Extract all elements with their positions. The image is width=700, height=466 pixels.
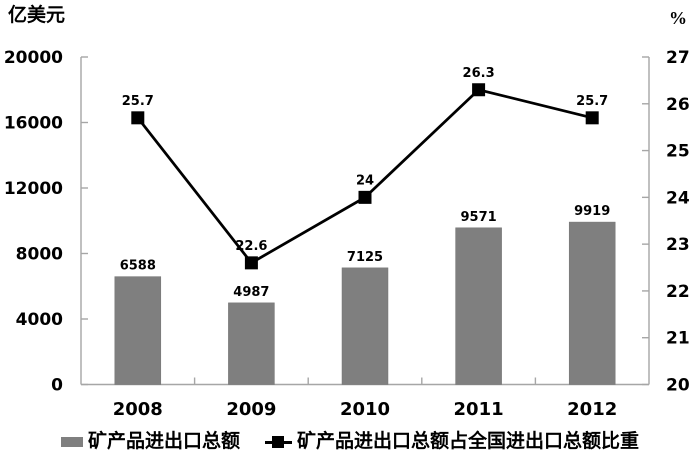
right-axis-tick-label: 26 — [666, 95, 690, 115]
bar-series-swatch-icon — [60, 437, 83, 448]
bar-value-label: 6588 — [120, 259, 156, 274]
x-axis-category-label: 2011 — [454, 399, 504, 420]
left-axis-tick-label: 12000 — [4, 179, 63, 199]
point-value-label: 22.6 — [235, 239, 267, 254]
x-axis-category-label: 2010 — [340, 399, 390, 420]
left-axis-tick-label: 8000 — [16, 245, 63, 265]
left-axis-tick-label: 16000 — [4, 114, 63, 134]
square-marker-icon — [272, 435, 284, 448]
x-axis-category-label: 2012 — [567, 399, 617, 420]
line-series-legend-label: 矿产品进出口总额占全国进出口总额比重 — [297, 431, 640, 452]
bar-value-label: 7125 — [347, 250, 383, 265]
bar-value-label: 9919 — [574, 204, 610, 219]
legend: 矿产品进出口总额 矿产品进出口总额占全国进出口总额比重 — [0, 431, 700, 454]
right-axis-title: % — [669, 8, 687, 28]
bar-2011 — [455, 227, 502, 385]
point-value-label: 25.7 — [122, 94, 154, 109]
bar-2008 — [114, 276, 162, 385]
right-axis-tick-label: 23 — [666, 235, 690, 255]
bar-value-label: 9571 — [461, 210, 497, 225]
left-axis-tick-label: 20000 — [4, 48, 63, 68]
left-axis-tick-label: 4000 — [16, 310, 63, 330]
right-axis-tick-label: 22 — [666, 282, 690, 302]
point-value-label: 25.7 — [576, 94, 608, 109]
bar-2009 — [228, 302, 275, 385]
point-marker-2012 — [585, 111, 599, 125]
left-axis-tick-label: 0 — [51, 376, 63, 396]
line-series-marker-icon — [265, 435, 292, 449]
bar-2012 — [568, 221, 616, 385]
point-marker-2010 — [358, 190, 372, 204]
x-axis-category-label: 2008 — [113, 399, 163, 420]
point-marker-2011 — [472, 83, 486, 97]
x-axis-category-label: 2009 — [226, 399, 276, 420]
point-value-label: 24 — [356, 173, 374, 188]
right-axis-tick-label: 24 — [666, 188, 690, 208]
legend-item-line-series: 矿产品进出口总额占全国进出口总额比重 — [265, 431, 639, 454]
left-axis-title: 亿美元 — [8, 5, 66, 26]
point-marker-2009 — [244, 256, 258, 270]
point-value-label: 26.3 — [463, 66, 495, 81]
right-axis-tick-label: 25 — [666, 142, 690, 162]
bar-series-legend-label: 矿产品进出口总额 — [87, 431, 240, 452]
right-axis-tick-label: 21 — [666, 329, 690, 349]
point-marker-2008 — [131, 111, 145, 125]
bar-2010 — [341, 267, 389, 385]
bar-value-label: 4987 — [233, 285, 269, 300]
legend-item-bar-series: 矿产品进出口总额 — [60, 431, 240, 454]
right-axis-tick-label: 27 — [666, 48, 690, 68]
right-axis-tick-label: 20 — [666, 376, 690, 396]
